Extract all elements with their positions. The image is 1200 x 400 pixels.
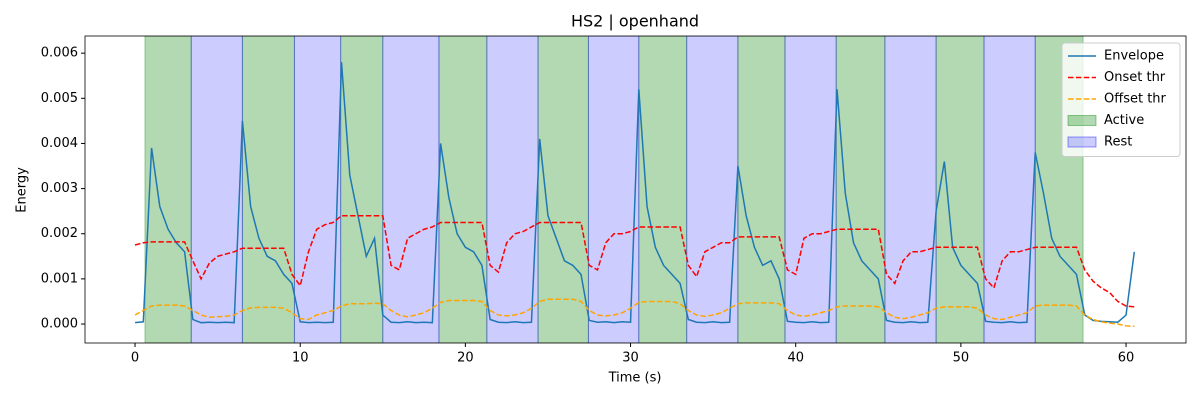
- x-tick-label: 30: [622, 351, 639, 366]
- span: [486, 36, 539, 343]
- legend-label: Rest: [1104, 135, 1132, 150]
- span: [587, 36, 640, 343]
- x-tick-label: 60: [1118, 351, 1135, 366]
- chart-title: HS2 | openhand: [571, 12, 699, 31]
- y-tick-label: 0.004: [41, 136, 78, 151]
- y-tick-label: 0.003: [41, 181, 78, 196]
- axes-frame: [84, 35, 1187, 344]
- y-tick-label: 0.005: [41, 91, 78, 106]
- span: [438, 36, 488, 343]
- x-tick-label: 10: [292, 351, 309, 366]
- legend-swatch: [1067, 115, 1097, 126]
- span: [382, 36, 440, 343]
- y-axis-label: Energy: [15, 167, 30, 213]
- span: [144, 36, 192, 343]
- x-axis-label: Time (s): [608, 371, 662, 386]
- x-tick-label: 50: [953, 351, 970, 366]
- y-tick-label: 0.001: [41, 271, 78, 286]
- span: [983, 36, 1036, 343]
- span: [293, 36, 342, 343]
- x-tick-label: 0: [131, 351, 139, 366]
- span: [190, 36, 243, 343]
- span: [340, 36, 384, 343]
- span: [835, 36, 886, 343]
- y-tick-label: 0.006: [41, 46, 78, 61]
- x-tick-label: 20: [457, 351, 474, 366]
- legend-label: Offset thr: [1104, 92, 1167, 107]
- span: [884, 36, 937, 343]
- series-line: [134, 214, 1135, 308]
- series-line: [134, 298, 1135, 328]
- x-tick-label: 40: [787, 351, 804, 366]
- span: [241, 36, 295, 343]
- span: [537, 36, 589, 343]
- legend-label: Onset thr: [1104, 70, 1166, 85]
- span: [737, 36, 786, 343]
- y-tick-label: 0.000: [41, 317, 78, 332]
- plot-area: [134, 36, 1136, 343]
- span: [638, 36, 688, 343]
- span: [784, 36, 837, 343]
- legend-box: [1061, 42, 1181, 157]
- span: [935, 36, 985, 343]
- span: [686, 36, 739, 343]
- y-tick-label: 0.002: [41, 226, 78, 241]
- legend-label: Envelope: [1104, 49, 1164, 64]
- series-line: [134, 62, 1136, 324]
- legend-label: Active: [1104, 113, 1144, 128]
- legend-swatch: [1067, 136, 1097, 148]
